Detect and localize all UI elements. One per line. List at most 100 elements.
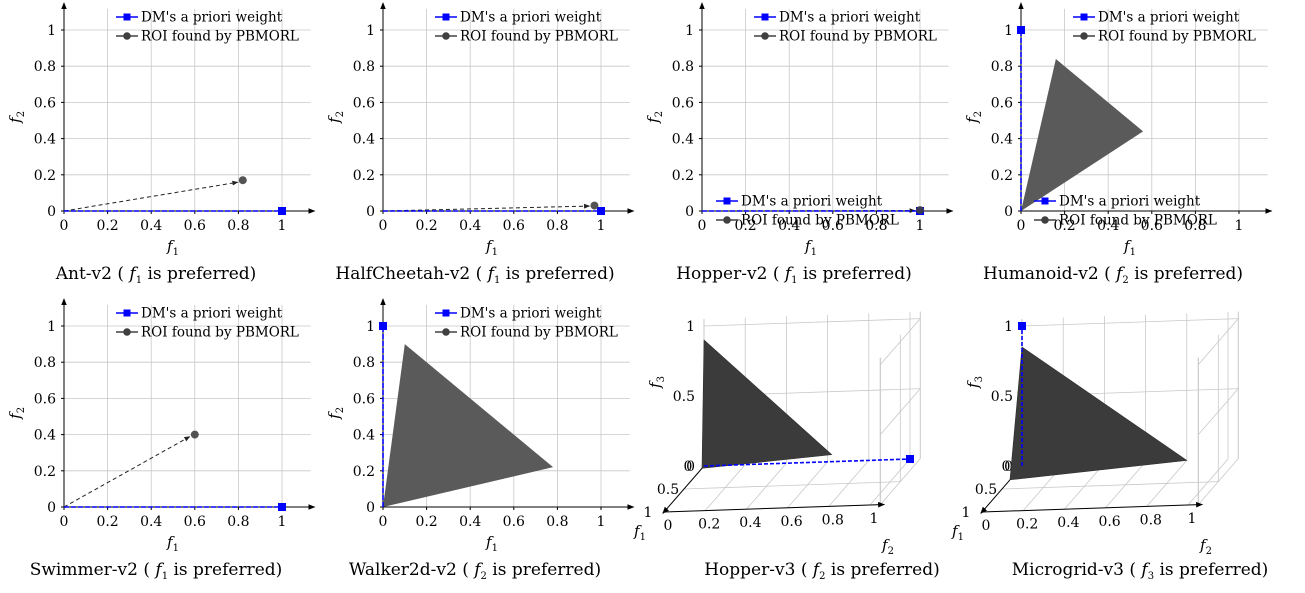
roi-point	[916, 206, 924, 215]
f3-tick-label: 1	[686, 319, 695, 335]
y-tick-label: 0	[366, 204, 375, 220]
panel-4: 00 0.2 0.2 0.4 0.4 0.6 0.6 0.8 0.8 1 1 f1 f2 DM's a p…	[963, 2, 1273, 286]
f2-tick-label: 0.6	[1098, 514, 1120, 530]
legend-dm-label: DM's a priori weight	[460, 10, 602, 26]
legend-roi-label: ROI found by PBMORL	[1098, 29, 1256, 45]
y-axis-label: f2	[325, 407, 346, 420]
x-tick-label: 1	[597, 514, 606, 530]
f2-tick-label: 1	[1188, 511, 1197, 527]
x-tick-label: 0.8	[546, 514, 568, 530]
roi-region	[383, 344, 554, 507]
f3-axis-label: f3	[964, 376, 985, 389]
x-tick-label: 0.2	[96, 218, 118, 234]
legend-roi-marker	[723, 216, 731, 224]
caption: Walker2d-v2 ( f2 is preferred)	[349, 560, 601, 582]
f2-axis	[981, 501, 1204, 513]
y-tick-label: 1	[685, 23, 694, 39]
y-tick-label: 0.2	[34, 464, 56, 480]
legend-roi-marker	[123, 328, 131, 336]
x-tick-label: 0	[1017, 218, 1026, 234]
x-tick-label: 0	[60, 218, 69, 234]
roi-point	[238, 176, 247, 185]
y-tick-label: 0.6	[991, 95, 1013, 111]
f3-tick-label: 0	[1004, 459, 1013, 475]
y-tick-label: 1	[47, 23, 56, 39]
x-tick-label: 0.8	[546, 218, 568, 234]
x-tick-label: 0.6	[503, 514, 525, 530]
x-tick-label: 0.4	[778, 218, 800, 234]
y-tick-label: 0.4	[672, 132, 694, 148]
y-tick-label: 0.2	[34, 168, 56, 184]
y-tick-label: 0.6	[34, 391, 56, 407]
y-axis-label: f2	[325, 111, 346, 124]
x-tick-label: 1	[916, 218, 925, 234]
panel-6: 00 0.2 0.2 0.4 0.4 0.6 0.6 0.8 0.8 1 1 f1 f2 DM's a p…	[325, 298, 635, 582]
x-tick-label: 1	[597, 218, 606, 234]
y-axis-label: f2	[963, 111, 984, 124]
dm-weight-marker	[1018, 322, 1026, 330]
x-tick-label: 0.6	[822, 218, 844, 234]
f1-tick-label: 0	[1002, 459, 1011, 475]
y-tick-label: 0.6	[34, 95, 56, 111]
x-tick-label: 0.4	[140, 218, 162, 234]
legend-dm-marker	[442, 13, 450, 21]
f2-tick-label: 0.4	[739, 515, 761, 531]
caption: Microgrid-v3 ( f3 is preferred)	[1012, 560, 1269, 582]
legend-dm-label: DM's a priori weight	[1098, 10, 1240, 26]
legend-dm-marker	[761, 13, 769, 21]
x-tick-label: 0.8	[227, 514, 249, 530]
legend-dm-marker	[1080, 13, 1088, 21]
y-tick-label: 1	[1004, 23, 1013, 39]
x-tick-label: 0.4	[140, 514, 162, 530]
legend-dm-marker	[1041, 197, 1049, 205]
dm-weight-marker	[278, 207, 286, 215]
x-tick-label: 0.2	[734, 218, 756, 234]
y-axis-label: f2	[644, 111, 665, 124]
legend-dm-marker	[123, 13, 131, 21]
f3-tick-label: 0	[686, 459, 695, 475]
legend-roi-label: ROI found by PBMORL	[141, 29, 299, 45]
f3-axis-label: f3	[646, 376, 667, 389]
panel-1: 00 0.2 0.2 0.4 0.4 0.6 0.6 0.8 0.8 1 1 f1 f2 DM's a p…	[6, 2, 316, 286]
dm-weight-marker	[906, 455, 914, 463]
f2-tick-label: 1	[870, 511, 879, 527]
x-tick-label: 0	[60, 514, 69, 530]
legend-roi-marker	[761, 32, 769, 40]
legend-roi-label: ROI found by PBMORL	[1059, 213, 1217, 229]
f1-tick-label: 1	[962, 505, 971, 521]
x-tick-label: 0.8	[1184, 218, 1206, 234]
grid-line	[1001, 481, 1219, 490]
f1-tick-label: 0.5	[975, 482, 997, 498]
y-tick-label: 0.4	[991, 132, 1013, 148]
x-tick-label: 1	[278, 218, 287, 234]
y-tick-label: 0.8	[672, 59, 694, 75]
y-tick-label: 0	[47, 500, 56, 516]
x-axis-label: f1	[1123, 237, 1136, 258]
caption: HalfCheetah-v2 ( f1 is preferred)	[335, 264, 614, 286]
roi-direction-arrow	[63, 436, 191, 508]
y-axis-label: f2	[6, 407, 27, 420]
y-axis-label: f2	[6, 111, 27, 124]
grid-line	[1197, 318, 1239, 365]
legend-roi-label: ROI found by PBMORL	[141, 325, 299, 341]
x-axis-label: f1	[166, 533, 179, 554]
f1-tick-label: 0	[684, 459, 693, 475]
x-tick-label: 0.2	[1053, 218, 1075, 234]
x-axis-label: f1	[804, 237, 817, 258]
x-tick-label: 0.2	[415, 514, 437, 530]
f2-tick-label: 0.8	[1140, 512, 1162, 528]
f2-tick-label: 0.2	[1016, 517, 1038, 533]
legend-dm-label: DM's a priori weight	[741, 194, 883, 210]
grid-line	[1197, 388, 1239, 435]
y-tick-label: 0	[47, 204, 56, 220]
legend-dm-marker	[723, 197, 731, 205]
legend-roi-marker	[442, 32, 450, 40]
caption: Ant-v2 ( f1 is preferred)	[55, 264, 257, 286]
y-tick-label: 0.8	[34, 59, 56, 75]
f2-tick-label: 0	[982, 518, 991, 534]
f1-tick-label: 1	[644, 505, 653, 521]
x-axis-label: f1	[485, 237, 498, 258]
x-tick-label: 0.8	[865, 218, 887, 234]
y-tick-label: 0.2	[353, 464, 375, 480]
